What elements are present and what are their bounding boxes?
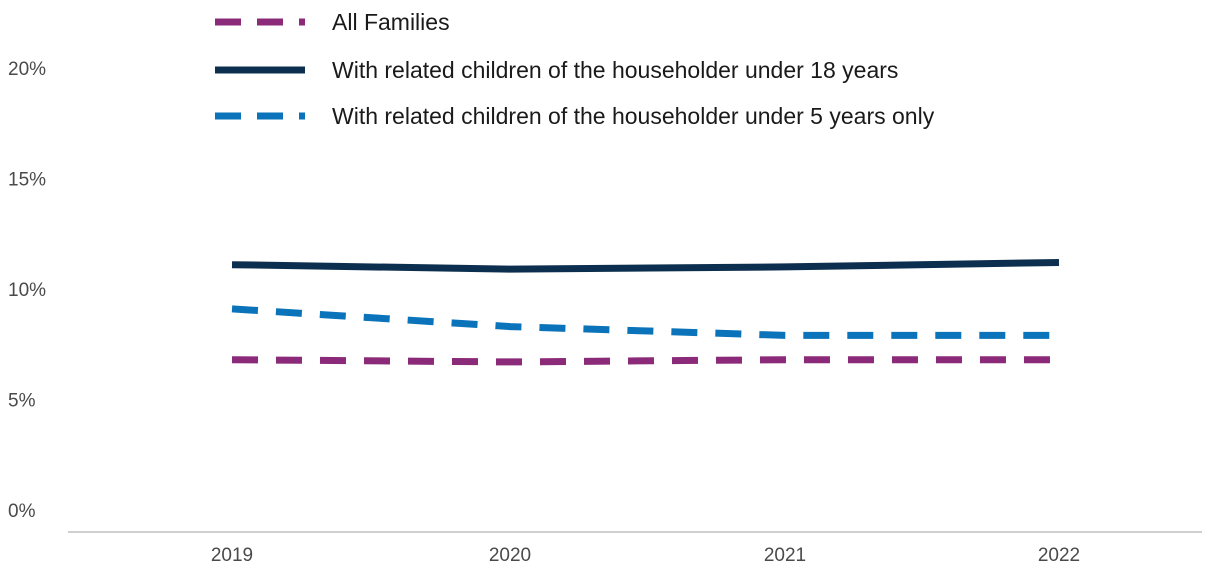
legend-item: With related children of the householder…	[215, 103, 935, 129]
series-layer	[231, 258, 1060, 366]
legend: All Families With related children of the…	[215, 9, 935, 129]
series-line-1	[231, 356, 1059, 366]
series-line-2	[231, 258, 1060, 273]
y-tick-label: 5%	[8, 391, 36, 412]
legend-label: With related children of the householder…	[332, 57, 898, 83]
x-axis: 2019 2020 2021 2022	[68, 531, 1202, 566]
series-line-3	[231, 305, 1059, 339]
x-tick-label: 2022	[1038, 545, 1080, 566]
legend-label: With related children of the householder…	[332, 103, 935, 129]
x-tick-label: 2019	[211, 545, 253, 566]
x-tick-label: 2020	[489, 545, 531, 566]
legend-item: With related children of the householder…	[215, 57, 898, 83]
x-tick-label: 2021	[764, 545, 806, 566]
y-tick-label: 20%	[8, 59, 46, 80]
legend-item: All Families	[215, 9, 450, 35]
y-tick-label: 10%	[8, 280, 46, 301]
y-axis: 0% 5% 10% 15% 20%	[8, 59, 46, 522]
y-tick-label: 0%	[8, 501, 36, 522]
y-tick-label: 15%	[8, 170, 46, 191]
legend-label: All Families	[332, 9, 450, 35]
